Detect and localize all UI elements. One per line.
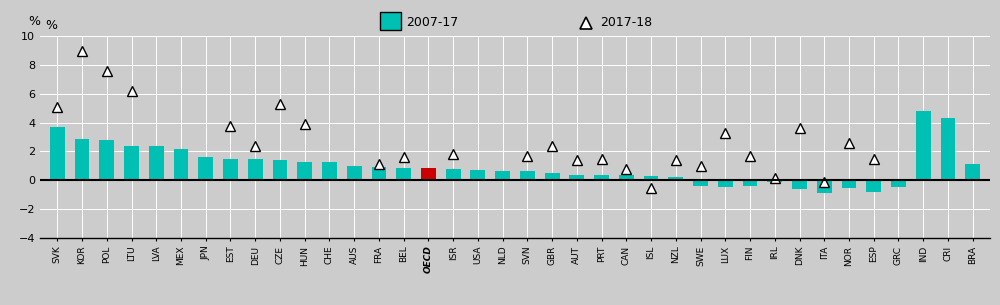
Bar (545, 173, 560, 180)
FancyBboxPatch shape (380, 12, 401, 30)
Bar (792, 180, 807, 189)
Bar (767, 180, 782, 182)
Bar (421, 168, 436, 180)
Bar (372, 167, 386, 180)
Bar (891, 180, 906, 188)
Bar (941, 118, 955, 180)
Bar (273, 160, 287, 180)
Bar (174, 149, 188, 180)
Bar (297, 162, 312, 180)
Text: %: % (45, 19, 57, 32)
Bar (149, 146, 164, 180)
Bar (223, 159, 238, 180)
Bar (594, 175, 609, 180)
Bar (718, 180, 733, 188)
Bar (248, 160, 263, 180)
Bar (520, 171, 535, 180)
Bar (916, 111, 931, 180)
Bar (470, 170, 485, 180)
Bar (569, 174, 584, 180)
Bar (866, 180, 881, 192)
Bar (668, 177, 683, 180)
Bar (99, 140, 114, 180)
Bar (347, 166, 362, 180)
Bar (124, 146, 139, 180)
Bar (75, 138, 89, 180)
Bar (50, 127, 65, 180)
Bar (743, 180, 757, 186)
Text: %: % (29, 15, 41, 28)
Bar (322, 162, 337, 180)
Bar (396, 168, 411, 180)
Bar (693, 180, 708, 186)
Bar (644, 176, 658, 180)
Bar (965, 164, 980, 180)
Text: 2007-17: 2007-17 (406, 16, 458, 29)
Bar (198, 157, 213, 180)
Bar (446, 169, 461, 180)
Text: 2017-18: 2017-18 (600, 16, 653, 29)
Bar (619, 175, 634, 180)
Bar (842, 180, 856, 188)
Bar (817, 180, 832, 193)
Bar (495, 171, 510, 180)
